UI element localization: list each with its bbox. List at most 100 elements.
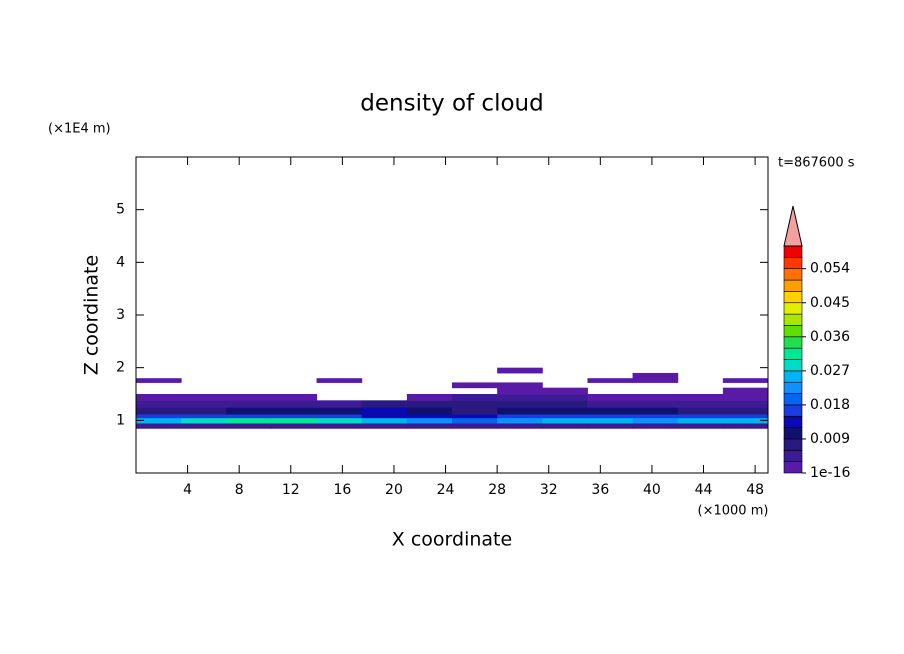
contour-cell	[497, 407, 543, 415]
x-tick-label: 28	[488, 482, 506, 498]
contour-cell	[542, 417, 588, 424]
colorbar-label: 1e-16	[810, 465, 850, 481]
contour-cell	[677, 394, 724, 401]
contour-cell	[632, 407, 679, 415]
contour-cell	[136, 422, 182, 429]
contour-cell	[181, 417, 227, 424]
contour-cell	[316, 417, 363, 424]
contour-cell	[677, 407, 724, 415]
y-unit: (×1E4 m)	[48, 122, 111, 137]
contour-cell	[316, 422, 363, 429]
y-tick-label: 2	[116, 360, 125, 376]
contour-cell	[452, 414, 498, 419]
colorbar-segment	[783, 336, 803, 349]
x-tick-label: 8	[235, 482, 244, 498]
contour-cell	[361, 400, 408, 408]
contour-cell	[542, 387, 588, 395]
colorbar-segment	[783, 449, 803, 462]
contour-cell	[452, 382, 498, 389]
colorbar-segment	[783, 291, 803, 304]
contour-cell	[271, 414, 318, 419]
contour-cell	[632, 394, 679, 401]
time-label: t=867600 s	[778, 156, 855, 171]
contour-cell	[406, 422, 453, 429]
contour-cell	[497, 400, 543, 408]
contour-cell	[542, 422, 588, 429]
colorbar-segment	[783, 415, 803, 428]
contour-cell	[497, 417, 543, 424]
x-tick-label: 24	[437, 482, 455, 498]
contour-cell	[587, 394, 634, 401]
contour-cell	[677, 400, 724, 408]
contour-cell	[316, 378, 363, 383]
colorbar-label: 0.018	[810, 397, 850, 413]
colorbar-segment	[783, 427, 803, 440]
contour-cell	[452, 422, 498, 429]
contour-cell	[226, 422, 272, 429]
contour-cell	[722, 414, 769, 419]
contour-cell	[632, 372, 679, 379]
colorbar-segment	[783, 359, 803, 372]
contour-cell	[226, 417, 272, 424]
contour-cell	[587, 422, 634, 429]
contour-cell	[181, 407, 227, 415]
x-tick-label: 44	[695, 482, 713, 498]
contour-cell	[497, 387, 543, 395]
contour-cell	[542, 407, 588, 415]
colorbar-extension	[783, 205, 803, 247]
contour-cell	[271, 400, 318, 408]
x-tick-label: 48	[746, 482, 764, 498]
contour-cell	[406, 417, 453, 424]
x-tick-label: 4	[183, 482, 192, 498]
contour-cell	[722, 378, 769, 383]
contour-cell	[226, 394, 272, 401]
colorbar-label: 0.054	[810, 261, 850, 277]
contour-cell	[587, 400, 634, 408]
colorbar-segment	[783, 461, 803, 474]
y-axis-label: Z coordinate	[81, 255, 103, 375]
contour-cell	[632, 400, 679, 408]
contour-cell	[497, 414, 543, 419]
y-tick-label: 4	[116, 254, 125, 270]
colorbar-segment	[783, 404, 803, 417]
contour-cell	[587, 414, 634, 419]
contour-cell	[497, 382, 543, 389]
contour-cell	[677, 414, 724, 419]
contour-cell	[632, 417, 679, 424]
colorbar-segment	[783, 393, 803, 406]
contour-cell	[181, 422, 227, 429]
colorbar-segment	[783, 245, 803, 258]
contour-cell	[226, 400, 272, 408]
colorbar-segment	[783, 257, 803, 270]
contour-cell	[271, 407, 318, 415]
contour-cell	[587, 417, 634, 424]
x-unit: (×1000 m)	[698, 504, 769, 519]
contour-cell	[722, 400, 769, 408]
contour-cell	[271, 417, 318, 424]
contour-cell	[587, 378, 634, 383]
contour-cell	[226, 414, 272, 419]
x-tick-label: 32	[540, 482, 558, 498]
colorbar-label: 0.045	[810, 295, 850, 311]
contour-cell	[136, 378, 182, 383]
x-tick-label: 20	[385, 482, 403, 498]
colorbar-segment	[783, 313, 803, 326]
contour-cell	[406, 407, 453, 415]
contour-cell	[136, 407, 182, 415]
contour-cell	[497, 422, 543, 429]
contour-cell	[361, 414, 408, 419]
x-axis-label: X coordinate	[392, 529, 512, 551]
x-tick-label: 16	[333, 482, 351, 498]
contour-cell	[406, 394, 453, 401]
contour-cell	[722, 387, 769, 395]
contour-cell	[722, 394, 769, 401]
contour-cell	[316, 407, 363, 415]
contour-cell	[406, 400, 453, 408]
contour-cell	[722, 407, 769, 415]
contour-cell	[677, 417, 724, 424]
colorbar-segment	[783, 438, 803, 451]
contour-cell	[181, 400, 227, 408]
contour-cell	[361, 407, 408, 415]
x-tick-label: 36	[591, 482, 609, 498]
colorbar-label: 0.009	[810, 431, 850, 447]
